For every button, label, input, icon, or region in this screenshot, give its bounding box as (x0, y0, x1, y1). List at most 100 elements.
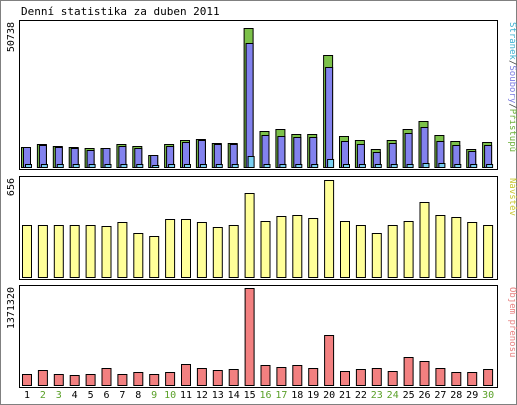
bar-traffic (387, 371, 398, 386)
bar-visits (467, 222, 478, 278)
bar-traffic (69, 375, 80, 386)
day-label: 22 (355, 390, 367, 401)
bar-traffic (149, 374, 160, 386)
bar-visits (355, 225, 366, 278)
bar-files (293, 137, 302, 168)
legend: Objem přenosu (507, 287, 517, 357)
bar-pages (120, 164, 128, 168)
day-label: 29 (466, 390, 478, 401)
bar-traffic (371, 368, 382, 386)
bar-traffic (228, 369, 239, 386)
day-label: 14 (228, 390, 240, 401)
day-label: 17 (275, 390, 287, 401)
bar-files (404, 133, 413, 168)
bar-visits (149, 236, 160, 278)
bar-visits (324, 180, 335, 278)
bar-visits (181, 219, 191, 278)
bar-files (420, 127, 429, 168)
panel-1: 50738 Stránek/Soubory/Přístupů (6, 20, 517, 170)
bar-pages (470, 164, 478, 168)
chart-title: Denní statistika za duben 2011 (21, 5, 220, 18)
bar-pages (438, 163, 446, 168)
panel-frame (19, 20, 498, 170)
bar-traffic (165, 372, 176, 386)
bar-pages (72, 164, 80, 168)
day-label: 12 (196, 390, 208, 401)
bar-pages (422, 163, 430, 168)
bar-pages (311, 164, 319, 168)
bar-traffic (340, 371, 350, 386)
bar-pages (88, 164, 96, 168)
day-label: 16 (259, 390, 271, 401)
bar-traffic (53, 374, 64, 386)
bar-pages (152, 165, 160, 168)
bar-visits (228, 225, 239, 278)
y-max-label: 656 (6, 178, 17, 196)
legend-entry: / (507, 103, 517, 108)
y-max-label: 1371320 (6, 287, 17, 329)
bar-pages (279, 164, 287, 168)
bar-visits (37, 225, 48, 278)
panel-frame (19, 285, 498, 388)
day-label: 11 (180, 390, 192, 401)
bar-visits (260, 221, 271, 278)
bar-traffic (276, 367, 287, 386)
bar-traffic (212, 370, 223, 386)
bar-traffic (451, 372, 462, 386)
legend: Stránek/Soubory/Přístupů (507, 22, 517, 152)
bar-visits (419, 202, 430, 278)
bar-traffic (292, 365, 303, 386)
day-label: 6 (103, 390, 109, 401)
bar-visits (101, 226, 112, 278)
day-label: 20 (323, 390, 335, 401)
panel-frame (19, 176, 498, 280)
legend-entry: Soubory (507, 65, 517, 104)
bar-pages (215, 164, 223, 168)
day-label: 4 (72, 390, 78, 401)
bar-pages (374, 164, 382, 168)
legend: Návštěv (507, 178, 517, 216)
day-label: 27 (434, 390, 446, 401)
bar-pages (25, 164, 32, 168)
bar-visits (435, 215, 446, 278)
day-label: 25 (403, 390, 415, 401)
bar-pages (406, 164, 414, 168)
day-label: 13 (212, 390, 224, 401)
bar-pages (40, 164, 48, 168)
bar-pages (486, 164, 494, 168)
bar-traffic (260, 365, 271, 386)
bar-pages (358, 164, 366, 168)
panel-3: 1371320 Objem přenosu (6, 285, 517, 388)
day-label: 24 (387, 390, 399, 401)
bar-traffic (22, 374, 32, 386)
bar-pages (343, 164, 350, 168)
bar-files (245, 43, 254, 168)
bar-files (182, 142, 190, 168)
bar-traffic (419, 361, 430, 386)
day-label: 18 (291, 390, 303, 401)
legend-entry: Objem přenosu (507, 287, 517, 357)
day-label: 30 (482, 390, 494, 401)
bar-traffic (196, 368, 207, 386)
bar-pages (199, 164, 207, 168)
day-label: 26 (418, 390, 430, 401)
bar-visits (133, 233, 144, 278)
y-max-label: 50738 (6, 22, 17, 52)
day-label: 5 (88, 390, 94, 401)
bar-visits (387, 225, 398, 278)
bar-pages (295, 164, 303, 168)
bar-pages (263, 164, 271, 168)
bar-traffic (324, 335, 335, 386)
bar-pages (136, 164, 144, 168)
bar-pages (168, 164, 176, 168)
bar-visits (483, 225, 494, 278)
bar-files (197, 140, 206, 168)
bar-pages (184, 164, 191, 168)
day-label: 8 (135, 390, 141, 401)
day-label: 3 (56, 390, 62, 401)
bar-visits (276, 216, 287, 278)
bar-visits (22, 225, 32, 278)
day-label: 19 (307, 390, 319, 401)
bar-files (341, 141, 349, 168)
legend-entry: Přístupů (507, 109, 517, 152)
